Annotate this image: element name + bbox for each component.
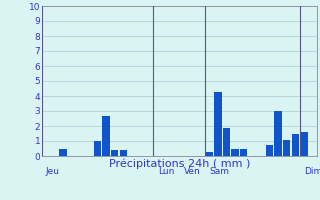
Text: Ven: Ven [183, 166, 200, 176]
X-axis label: Précipitations 24h ( mm ): Précipitations 24h ( mm ) [108, 159, 250, 169]
Text: Dim: Dim [304, 166, 320, 176]
Bar [275, 111, 282, 156]
Bar [214, 92, 221, 156]
Bar [300, 132, 308, 156]
Text: Lun: Lun [158, 166, 174, 176]
Bar [102, 116, 110, 156]
Bar [292, 134, 299, 156]
Bar [240, 149, 247, 156]
Bar [111, 150, 118, 156]
Bar [94, 141, 101, 156]
Bar [223, 128, 230, 156]
Bar [60, 148, 67, 156]
Bar [120, 150, 127, 156]
Text: Sam: Sam [209, 166, 229, 176]
Bar [283, 140, 290, 156]
Bar [266, 145, 273, 156]
Bar [231, 148, 239, 156]
Bar [206, 152, 213, 156]
Text: Jeu: Jeu [46, 166, 60, 176]
